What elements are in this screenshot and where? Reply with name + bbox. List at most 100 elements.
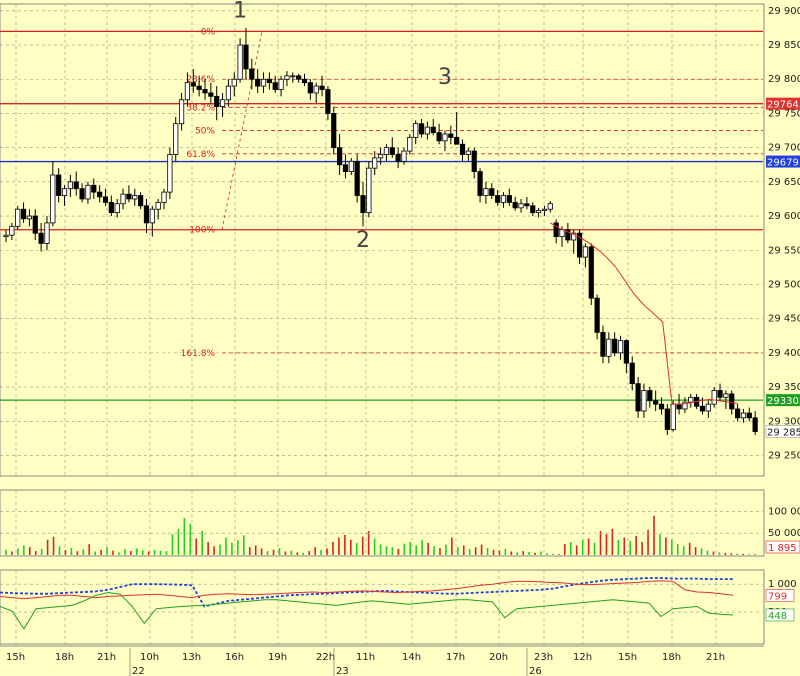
candle-body	[623, 340, 629, 364]
candle-body	[682, 401, 688, 410]
time-tick-label: 15h	[618, 652, 637, 663]
candle-body	[711, 390, 717, 405]
candle-body	[38, 232, 44, 244]
price-tick-label: 29 550	[768, 245, 800, 256]
candle-body	[3, 234, 9, 237]
price-tick-label: 29 600	[768, 211, 800, 222]
price-badge	[766, 394, 800, 407]
candle-body	[126, 193, 132, 200]
price-badge	[766, 97, 800, 110]
candle-body	[413, 123, 419, 138]
candle-body	[483, 188, 489, 196]
candle-body	[290, 75, 296, 78]
candle-body	[477, 171, 483, 196]
volume-tick-label: 100 000	[768, 506, 800, 517]
candle-body	[688, 396, 694, 403]
candle-body	[26, 215, 33, 220]
candle-body	[9, 225, 15, 236]
candle-body	[73, 181, 79, 190]
candle-body	[442, 133, 448, 142]
candle-body	[582, 246, 589, 258]
candle-body	[489, 188, 495, 196]
candle-body	[746, 412, 752, 419]
price-badge	[766, 155, 800, 168]
candle-body	[243, 44, 249, 70]
wave-label: 3	[438, 65, 452, 90]
candle-body	[284, 75, 290, 80]
candle-body	[576, 232, 583, 258]
fib-level-label: 23.6%	[186, 75, 215, 85]
candle-body	[617, 340, 624, 354]
volume-panel	[0, 489, 765, 557]
price-tick-label: 29 800	[768, 74, 800, 85]
candle-body	[155, 201, 161, 210]
time-tick-label: 12h	[573, 652, 592, 663]
time-tick-label: 15h	[6, 652, 25, 663]
price-badge-label: 29764.3	[767, 100, 800, 111]
candle-body	[606, 338, 612, 357]
candle-body	[729, 393, 735, 410]
candle-body	[495, 195, 501, 203]
candle-body	[173, 123, 179, 155]
moving-average-line	[550, 222, 738, 405]
candle-body	[366, 167, 372, 214]
candle-body	[553, 222, 559, 237]
candle-body	[565, 229, 571, 241]
candle-body	[32, 215, 38, 234]
candle-body	[114, 203, 120, 214]
candle-body	[120, 193, 126, 205]
candle-body	[530, 205, 536, 214]
indicator-badge	[765, 589, 795, 602]
candle-body	[44, 222, 50, 244]
candle-body	[383, 147, 390, 155]
candle-body	[571, 232, 577, 241]
candle-body	[448, 133, 454, 138]
time-tick-label: 14h	[402, 652, 421, 663]
candle-body	[559, 229, 565, 237]
candle-body	[342, 164, 349, 172]
indicator-tick-label: 1 000	[768, 579, 797, 590]
candle-body	[149, 208, 155, 224]
candle-body	[717, 390, 723, 398]
candle-body	[85, 184, 91, 200]
price-badge-label: 29679.7	[767, 158, 800, 169]
fib-level-label: 161.8%	[181, 349, 216, 359]
candle-body	[331, 113, 337, 149]
candle-body	[377, 154, 384, 159]
candle-body	[372, 157, 378, 169]
price-tick-label: 29 400	[768, 348, 800, 359]
candle-body	[219, 99, 226, 108]
indicator-badge-label: 448	[768, 611, 787, 622]
indicator-series-line	[0, 577, 733, 608]
time-tick-label: 11h	[356, 652, 375, 663]
price-tick-label: 29 450	[768, 314, 800, 325]
indicator-series-line	[0, 591, 734, 630]
candle-body	[56, 174, 62, 196]
time-tick-label: 10h	[140, 652, 159, 663]
candle-body	[255, 78, 261, 87]
fib-diagonal	[221, 31, 263, 230]
candle-body	[658, 403, 665, 410]
candle-body	[272, 82, 278, 90]
price-tick-label: 29 650	[768, 177, 800, 188]
price-tick-label: 29 900	[768, 6, 800, 17]
candle-body	[699, 405, 706, 412]
candle-body	[465, 150, 471, 155]
candle-body	[541, 208, 548, 211]
candle-body	[407, 136, 413, 152]
price-badge-label: 29 285	[767, 428, 800, 439]
candle-body	[506, 195, 512, 203]
candle-body	[143, 205, 150, 224]
candle-body	[79, 188, 85, 200]
fib-level-label: 100%	[189, 226, 215, 236]
candle-body	[15, 208, 21, 227]
candle-body	[102, 196, 109, 203]
fib-level-label: 50%	[195, 127, 215, 137]
time-tick-label: 19h	[268, 652, 287, 663]
time-tick-label: 18h	[662, 652, 681, 663]
candle-body	[260, 78, 267, 87]
candle-body	[459, 143, 466, 155]
candle-body	[20, 208, 27, 220]
